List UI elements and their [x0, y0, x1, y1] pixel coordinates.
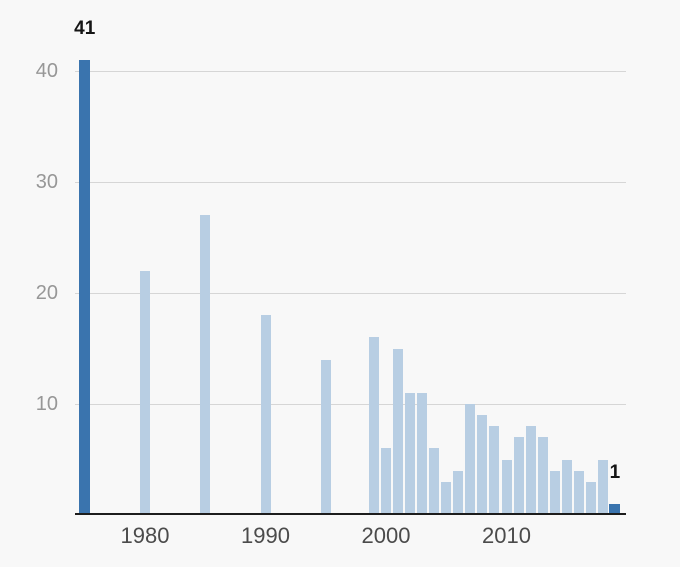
bar-2009: [489, 426, 500, 515]
bar-1975: [79, 59, 91, 515]
bar-2003: [417, 392, 428, 515]
x-axis-line: [75, 513, 626, 515]
gridline-20: [75, 292, 626, 294]
y-axis-tick-label-10: 10: [35, 393, 58, 415]
y-axis-tick-label-20: 20: [35, 282, 58, 304]
bar-2019: [609, 503, 621, 515]
bar-value-label-1975: 41: [74, 17, 96, 39]
bar-2011: [513, 437, 524, 515]
bar-2014: [549, 470, 560, 515]
bar-2017: [585, 481, 596, 515]
bar-1999: [368, 337, 379, 515]
bar-2008: [477, 415, 488, 515]
gridline-30: [75, 181, 626, 183]
bar-value-label-2019: 1: [609, 461, 621, 483]
x-axis-tick-label-2010: 2010: [482, 523, 531, 548]
bar-2015: [561, 459, 572, 515]
bar-1990: [260, 315, 271, 515]
bar-2004: [429, 448, 440, 515]
bar-2013: [537, 437, 548, 515]
x-axis-tick-label-1990: 1990: [241, 523, 290, 548]
bar-1995: [320, 359, 331, 515]
x-axis-tick-label-1980: 1980: [120, 523, 170, 548]
bar-2001: [393, 348, 404, 515]
y-axis-tick-label-40: 40: [35, 60, 58, 82]
y-axis-tick-label-30: 30: [35, 171, 58, 193]
x-axis-tick-label-2000: 2000: [361, 523, 411, 548]
bar-2010: [501, 459, 512, 515]
bar-2006: [453, 470, 464, 515]
bar-2018: [597, 459, 608, 515]
bar-2000: [381, 448, 391, 515]
bar-2016: [573, 470, 584, 515]
bar-2002: [405, 392, 416, 515]
gridline-40: [75, 70, 626, 72]
bar-1985: [200, 215, 211, 515]
bar-1980: [140, 270, 150, 515]
bar-2012: [525, 426, 536, 515]
gridline-10: [75, 403, 626, 405]
bar-2005: [441, 481, 452, 515]
bar-2007: [465, 404, 476, 515]
